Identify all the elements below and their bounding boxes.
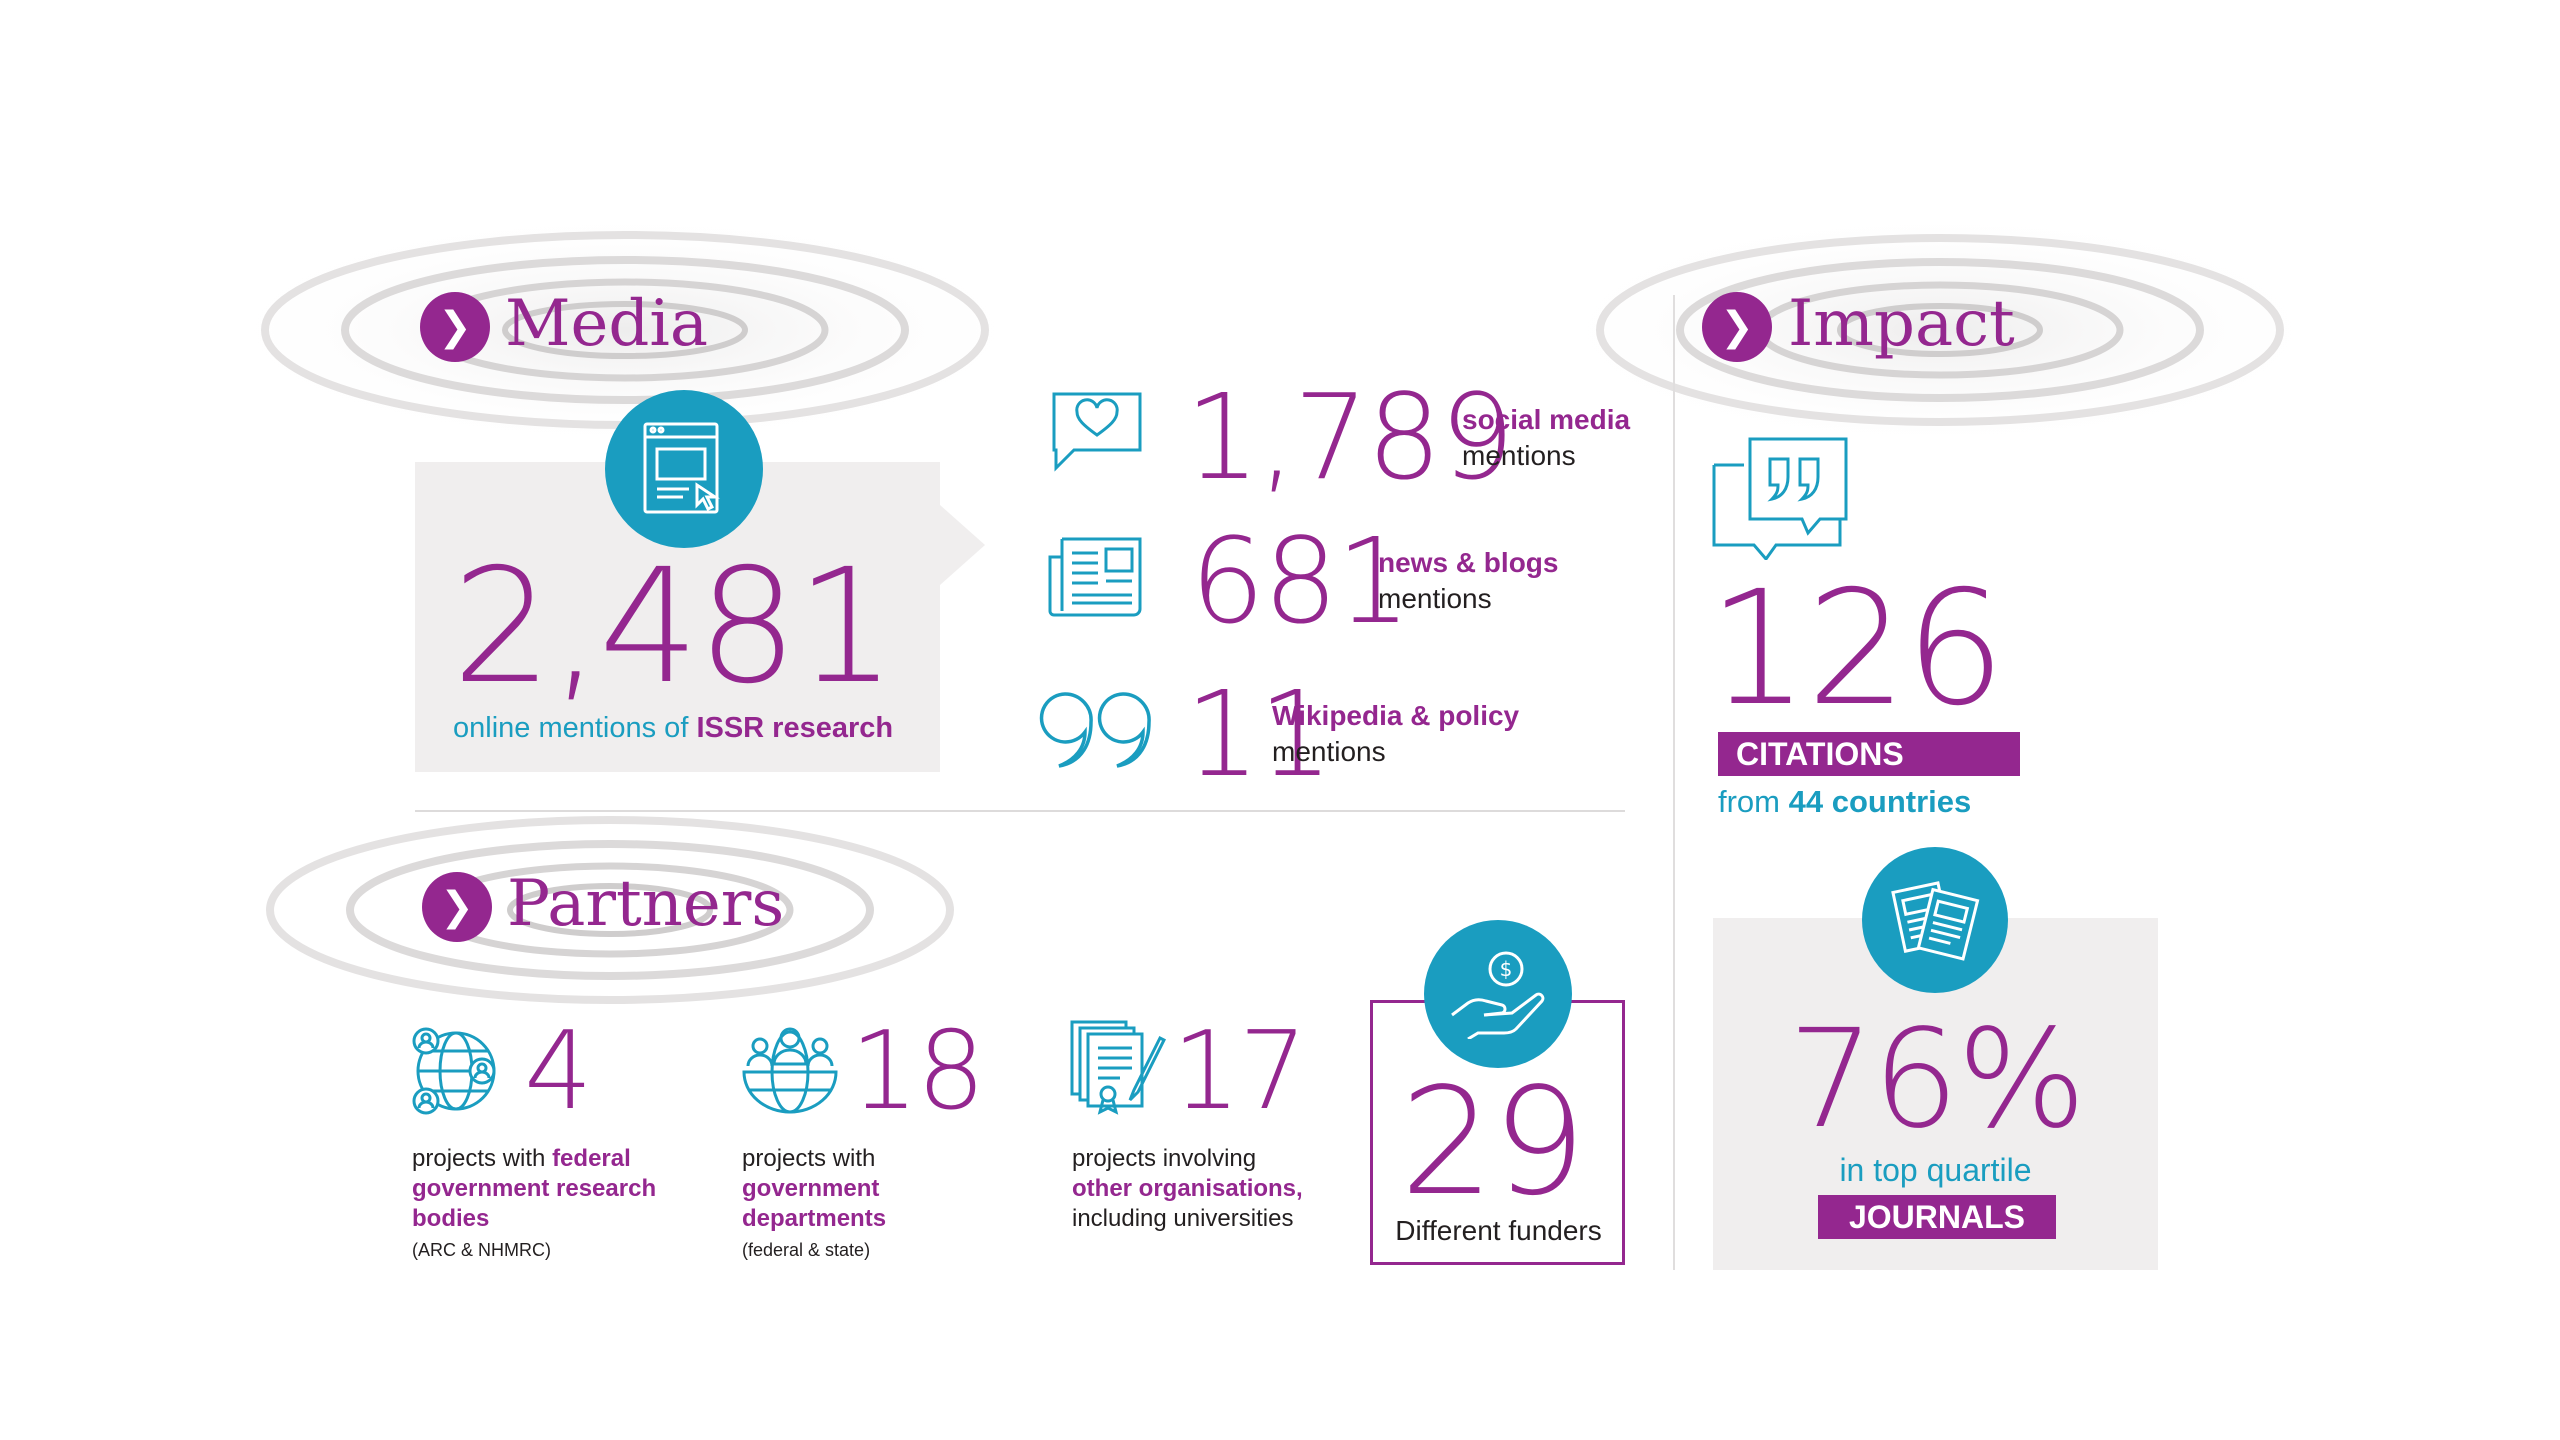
partner-2-value: 17 [1172,1009,1307,1134]
media-main-caption-prefix: online mentions of [453,712,697,744]
journals-icon-circle [1862,847,2008,993]
globe-people-icon [412,1027,496,1115]
partner-1-label: projects with government departments [742,1144,1002,1234]
hand-money-icon: $ [1451,951,1545,1039]
impact-chevron-icon: ❯ [1702,292,1772,362]
media-item-0-value: 1,789 [1185,368,1515,506]
media-item-0-bold: social media [1462,404,1631,435]
media-item-1-label: news & blogs mentions [1378,545,1558,618]
media-item-2-rest: mentions [1272,736,1386,768]
partner-2-rest: including universities [1072,1205,1294,1232]
documents-icon [1891,881,1980,961]
citations-value: 126 [1708,557,2006,741]
funders-label: Different funders [1395,1215,1602,1246]
partner-1-note: (federal & state) [742,1240,871,1260]
chat-heart-icon [1052,392,1142,472]
svg-text:$: $ [1500,957,1513,981]
media-main-icon-circle [605,390,763,548]
media-main-value: 2,481 [452,535,896,719]
partner-2-bold: other organisations, [1072,1175,1303,1202]
newspaper-icon [1048,537,1142,617]
quote-icon [1039,692,1151,768]
group-globe-icon [742,1027,838,1114]
partner-2-prefix: projects involving [1072,1145,1257,1172]
partner-1-value: 18 [850,1009,985,1134]
media-item-0-rest: mentions [1462,440,1576,472]
horizontal-divider [415,810,1625,812]
citations-from: from 44 countries [1718,782,1971,822]
media-item-1-value: 681 [1190,512,1411,650]
media-item-2-value: 11 [1185,665,1333,803]
partner-0-prefix: projects with [412,1145,553,1172]
browser-click-icon [643,422,720,514]
funders-value: 29 [1400,1056,1586,1228]
partner-0-value: 4 [524,1009,593,1134]
media-item-1-bold: news & blogs [1378,547,1559,578]
quote-bubble-icon [1712,437,1848,560]
certificate-icon [1070,1020,1167,1115]
partner-1-bold: government departments [742,1175,887,1232]
partners-heading: Partners [507,867,785,941]
journals-banner: JOURNALS [1818,1195,2056,1239]
journals-caption: in top quartile [1839,1152,2032,1188]
impact-heading: Impact [1788,287,2015,361]
media-item-1-rest: mentions [1378,583,1492,615]
partner-2-label: projects involving other organisations, … [1072,1144,1352,1234]
partner-0-note: (ARC & NHMRC) [412,1240,551,1260]
media-main-caption: online mentions of ISSR research [453,710,893,748]
media-item-2-label: Wikipedia & policy mentions [1272,698,1519,771]
media-heading: Media [505,287,708,361]
citations-from-bold: 44 countries [1788,784,1972,819]
funders-icon-circle: $ [1424,920,1572,1068]
partners-chevron-icon: ❯ [422,872,492,942]
media-main-caption-bold: ISSR research [696,712,894,744]
citations-from-prefix: from [1718,784,1789,819]
media-item-0-label: social media mentions [1462,402,1630,475]
partner-0-bold: federal government research bodies [412,1145,657,1232]
vertical-divider [1673,295,1675,1270]
citations-banner: CITATIONS [1718,732,2020,776]
panel-pointer [940,505,985,585]
partner-0-label: projects with federal government researc… [412,1144,692,1234]
journals-value: 76% [1788,1001,2086,1159]
media-chevron-icon: ❯ [420,292,490,362]
media-item-2-bold: Wikipedia & policy [1272,700,1520,731]
partner-1-prefix: projects with [742,1145,876,1172]
